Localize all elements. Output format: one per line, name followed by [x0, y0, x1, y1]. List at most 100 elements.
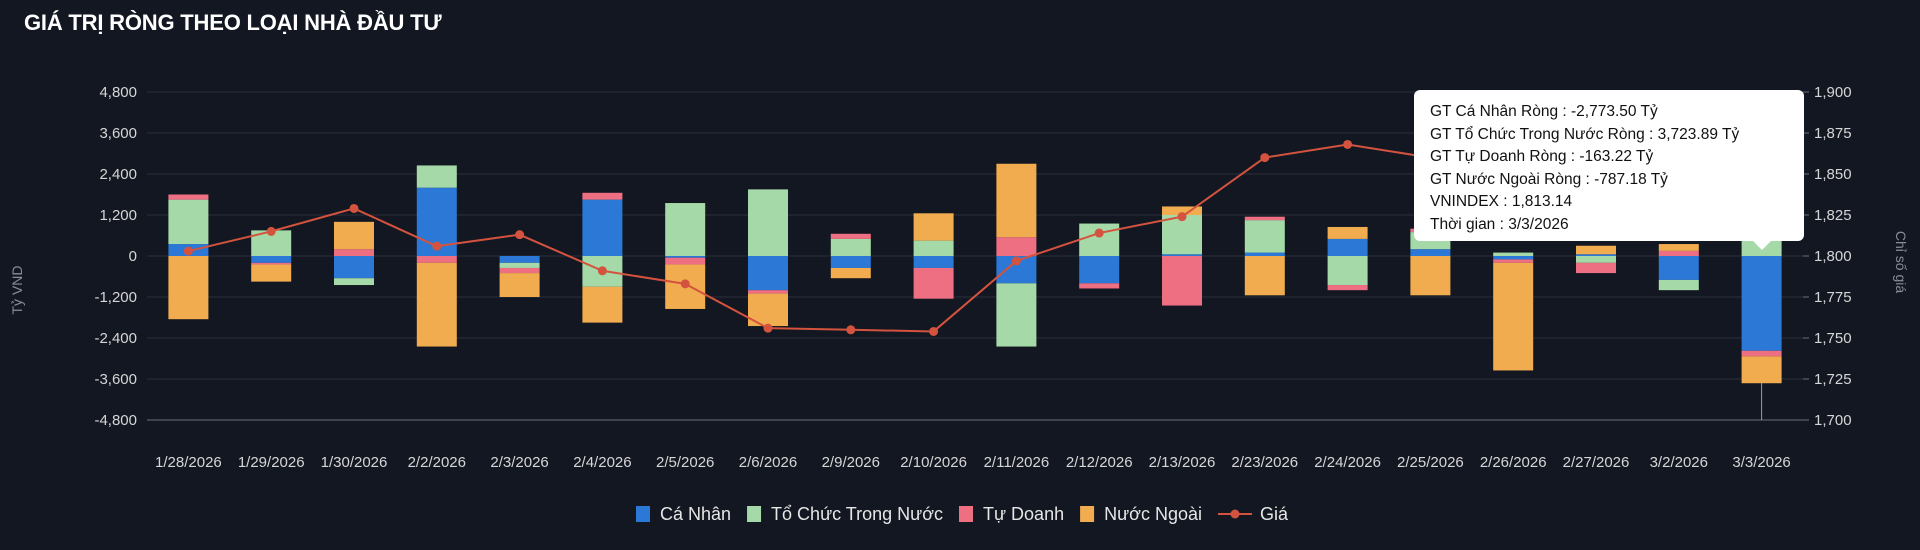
legend-label: Cá Nhân — [660, 504, 731, 524]
y2-tick-label: 1,800 — [1814, 248, 1852, 265]
y-tick-label: 4,800 — [99, 84, 137, 101]
tooltip-line: GT Tự Doanh Ròng : -163.22 Tỷ — [1430, 148, 1654, 165]
y-tick-label: -3,600 — [94, 371, 137, 388]
price-point — [846, 325, 856, 335]
x-tick-label: 1/30/2026 — [321, 454, 388, 471]
price-point — [432, 241, 442, 251]
bar-segment — [334, 256, 374, 279]
bar-segment — [830, 233, 871, 239]
bar-segment — [499, 273, 540, 297]
bar-segment — [665, 203, 706, 256]
bar-segment — [1327, 285, 1368, 291]
price-point — [763, 323, 773, 333]
bar-segment — [251, 262, 292, 265]
y2-tick-label: 1,875 — [1814, 125, 1852, 142]
bar-segment — [1493, 262, 1534, 371]
bar-segment — [996, 163, 1037, 238]
bar-segment — [1741, 356, 1782, 384]
bar-series — [168, 163, 1782, 384]
bar-segment — [1244, 216, 1285, 221]
x-tick-label: 2/13/2026 — [1149, 454, 1216, 471]
bar-segment — [499, 267, 540, 274]
x-tick-label: 2/3/2026 — [490, 454, 548, 471]
bar-segment — [582, 199, 623, 256]
x-tick-label: 2/25/2026 — [1397, 454, 1464, 471]
x-tick-label: 2/6/2026 — [739, 454, 797, 471]
x-tick-label: 2/9/2026 — [822, 454, 880, 471]
bar-segment — [1410, 249, 1451, 256]
y-tick-label: 2,400 — [99, 166, 137, 183]
tooltip-line: Thời gian : 3/3/2026 — [1430, 215, 1569, 233]
y2-tick-label: 1,900 — [1814, 84, 1852, 101]
legend-label: Tự Doanh — [983, 504, 1064, 524]
price-point — [266, 226, 276, 236]
x-axis: 1/28/2026 1/29/2026 1/30/2026 2/2/2026 2/3/2… — [155, 454, 1791, 471]
bar-segment — [1162, 206, 1202, 215]
tooltip-line: GT Nước Ngoài Ròng : -787.18 Tỷ — [1430, 170, 1668, 188]
legend-swatch — [1080, 506, 1095, 522]
tooltip-line: VNINDEX : 1,813.14 — [1430, 193, 1573, 210]
y2-tick-label: 1,775 — [1814, 289, 1852, 306]
bar-segment — [1658, 256, 1699, 280]
y-tick-label: -4,800 — [94, 412, 137, 429]
y-axis-left: 4,800 3,600 2,400 1,200 0 -1,200 -2,400 -3,600 -… — [94, 84, 137, 429]
price-point — [349, 203, 359, 213]
bar-segment — [1244, 256, 1285, 296]
legend-label: Nước Ngoài — [1104, 504, 1202, 524]
y-tick-label: 1,200 — [99, 207, 137, 224]
y2-tick-label: 1,825 — [1814, 207, 1852, 224]
legend: Cá Nhân Tổ Chức Trong Nước Tự Doanh Nước Ng… — [636, 504, 1289, 524]
bar-segment — [582, 192, 623, 200]
x-tick-label: 2/27/2026 — [1563, 454, 1630, 471]
bar-segment — [1741, 256, 1782, 351]
legend-swatch — [747, 506, 762, 522]
y-tick-label: -2,400 — [94, 330, 137, 347]
legend-swatch — [959, 506, 973, 522]
bar-segment — [334, 221, 374, 250]
bar-segment — [1079, 256, 1120, 284]
y-tick-label: -1,200 — [94, 289, 137, 306]
y-tick-label: 3,600 — [99, 125, 137, 142]
bar-segment — [1493, 252, 1534, 256]
price-point — [1260, 153, 1270, 163]
bar-segment — [1741, 350, 1782, 357]
x-tick-label: 2/10/2026 — [900, 454, 967, 471]
x-tick-label: 2/24/2026 — [1314, 454, 1381, 471]
bar-segment — [1162, 215, 1202, 255]
bar-segment — [1576, 245, 1616, 255]
tooltip-line: GT Tổ Chức Trong Nước Ròng : 3,723.89 Tỷ — [1430, 125, 1740, 143]
bar-segment — [499, 256, 540, 263]
bar-segment — [1658, 250, 1699, 256]
bar-segment — [996, 283, 1037, 347]
price-point — [1343, 139, 1353, 149]
bar-segment — [665, 256, 706, 258]
bar-segment — [1658, 279, 1699, 291]
bar-segment — [1493, 256, 1534, 260]
bar-segment — [168, 256, 209, 320]
bar-segment — [1658, 244, 1699, 251]
x-tick-label: 3/2/2026 — [1650, 454, 1708, 471]
x-tick-label: 2/5/2026 — [656, 454, 714, 471]
bar-segment — [416, 262, 457, 347]
bar-segment — [1576, 262, 1616, 274]
chart-title: GIÁ TRỊ RÒNG THEO LOẠI NHÀ ĐẦU TƯ — [24, 10, 442, 35]
bar-segment — [1576, 256, 1616, 263]
y2-tick-label: 1,750 — [1814, 330, 1852, 347]
y-axis-title-right: Chỉ số giá — [1893, 231, 1909, 293]
bar-segment — [748, 189, 788, 256]
price-point — [183, 246, 193, 256]
bar-segment — [168, 199, 209, 245]
bar-segment — [416, 165, 457, 188]
x-tick-label: 2/2/2026 — [408, 454, 466, 471]
bar-segment — [334, 249, 374, 256]
bar-segment — [1327, 238, 1368, 256]
bar-segment — [913, 240, 954, 256]
bar-segment — [913, 256, 954, 268]
bar-segment — [1327, 226, 1368, 239]
x-tick-label: 3/3/2026 — [1732, 454, 1790, 471]
x-tick-label: 2/12/2026 — [1066, 454, 1133, 471]
bar-segment — [251, 256, 292, 263]
price-point — [515, 230, 525, 240]
legend-label: Giá — [1260, 504, 1289, 524]
